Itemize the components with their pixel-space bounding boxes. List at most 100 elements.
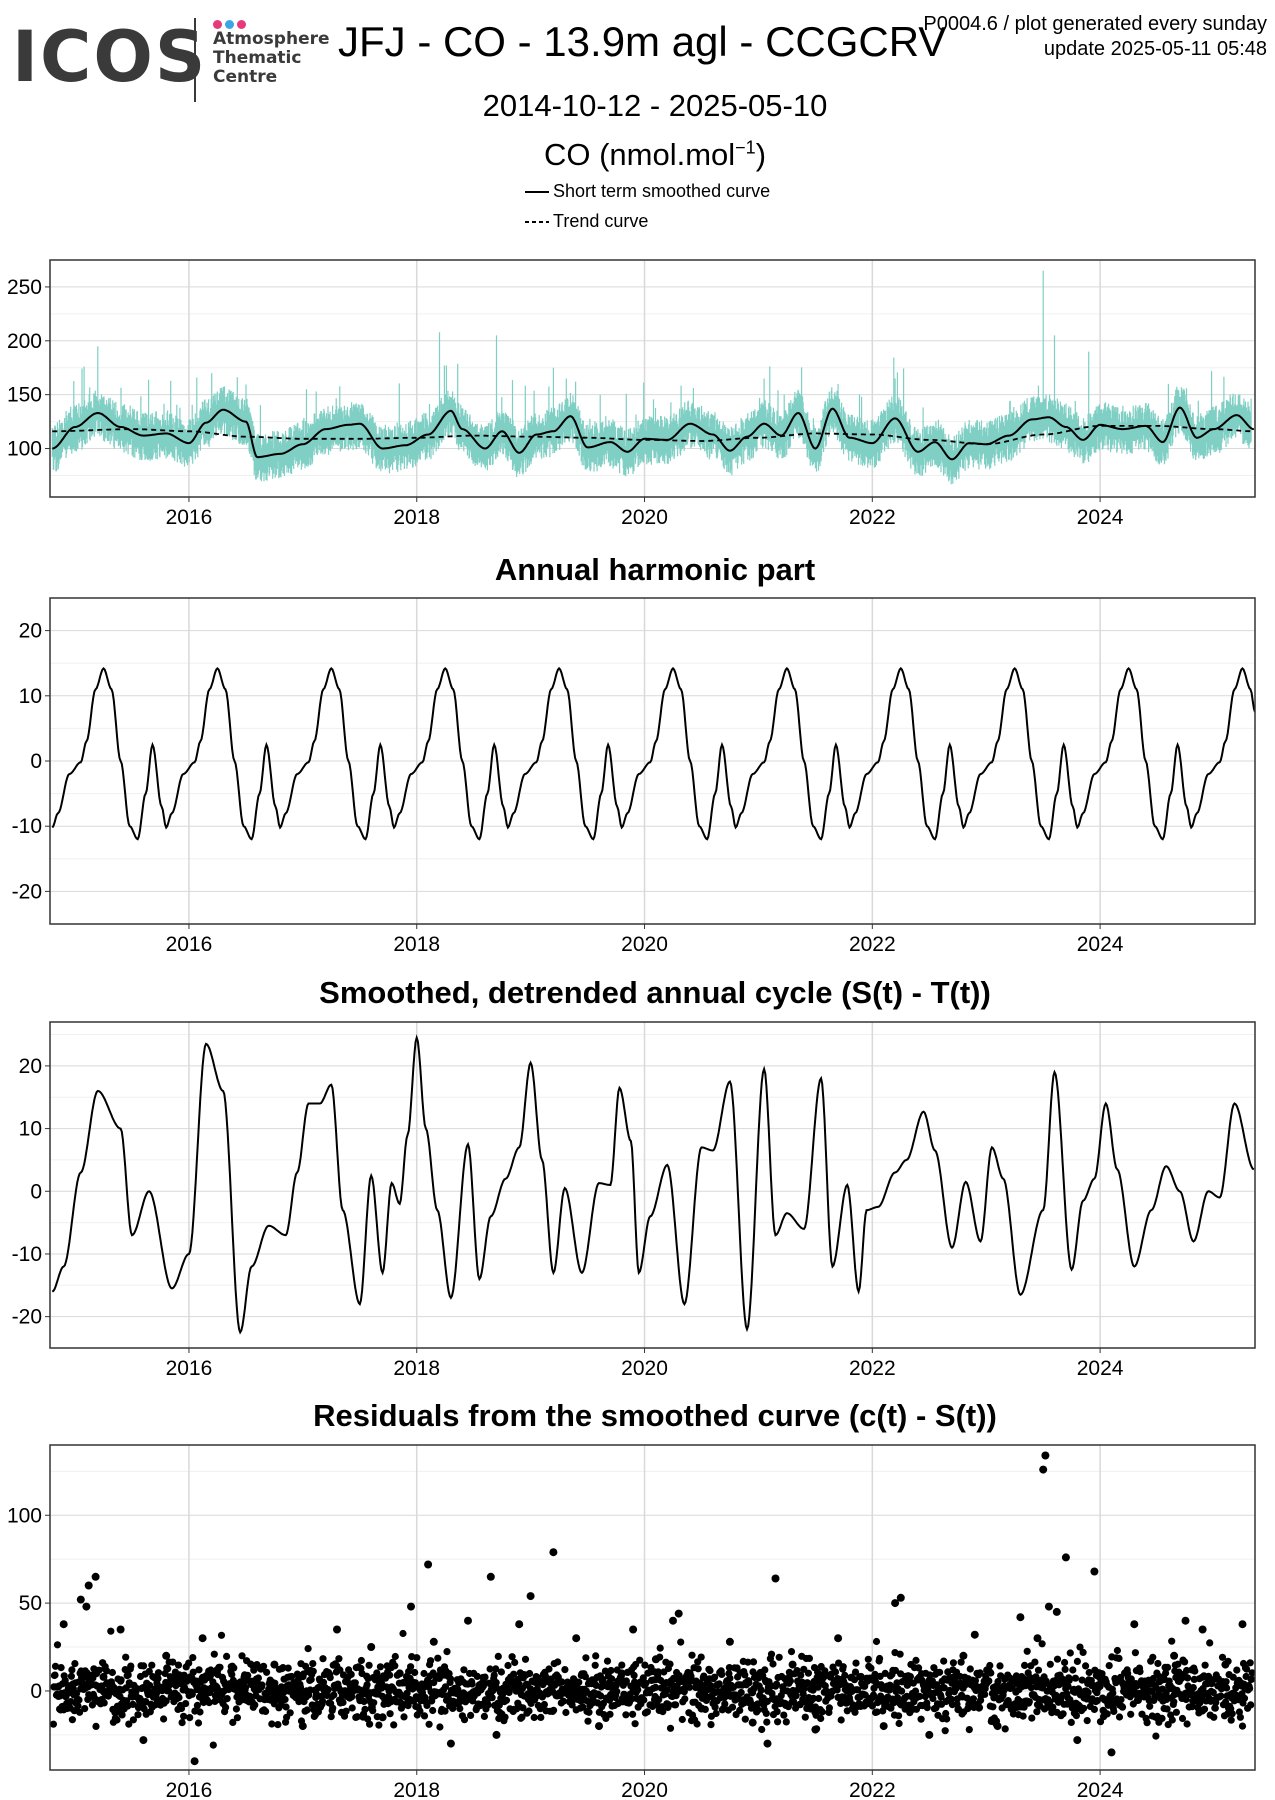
residual-point (100, 1699, 108, 1707)
residual-point (895, 1712, 903, 1720)
residual-point (335, 1655, 343, 1663)
residual-point (736, 1706, 744, 1714)
residual-point (263, 1668, 271, 1676)
residual-point (754, 1706, 762, 1714)
residual-point (140, 1662, 148, 1670)
residual-point (178, 1719, 186, 1727)
residual-point (554, 1658, 562, 1666)
residual-point (347, 1670, 355, 1678)
residual-outlier (970, 1630, 979, 1639)
residual-point (809, 1694, 818, 1702)
residual-point (854, 1686, 862, 1694)
residual-outlier (1033, 1634, 1042, 1643)
residual-point (303, 1706, 311, 1714)
residual-point (258, 1681, 266, 1689)
residual-point (561, 1666, 569, 1674)
residual-point (876, 1654, 884, 1663)
residual-point (53, 1641, 62, 1649)
residual-point (1228, 1710, 1236, 1718)
meta-line-2: update 2025-05-11 05:48 (1043, 38, 1267, 60)
residual-point (754, 1700, 762, 1708)
residual-point (71, 1660, 79, 1668)
residual-point (1191, 1667, 1199, 1675)
residual-point (606, 1710, 614, 1718)
residual-point (893, 1694, 902, 1702)
detrended-frame (49, 1021, 1256, 1349)
harmonic-panel-title: Annual harmonic part (494, 552, 816, 587)
residual-point (319, 1655, 327, 1663)
residual-point (1021, 1661, 1029, 1669)
x-tick-label: 2016 (166, 933, 213, 956)
residual-point (762, 1709, 770, 1717)
residual-point (154, 1669, 163, 1677)
residual-point (994, 1678, 1002, 1686)
legend-dashed-line-icon (525, 220, 549, 223)
residual-point (966, 1665, 974, 1673)
x-tick-label: 2018 (393, 1779, 440, 1800)
residual-point (640, 1696, 648, 1704)
short-term-smoothed-curve (52, 406, 1254, 461)
x-tick-label: 2022 (849, 933, 896, 956)
page-title: JFJ - CO - 13.9m agl - CCGCRV (338, 18, 947, 65)
residual-point (148, 1661, 156, 1669)
residual-point (718, 1670, 726, 1678)
y-tick-label: 20 (19, 620, 42, 643)
residual-point (923, 1704, 931, 1712)
residual-point (118, 1711, 126, 1719)
residual-point (786, 1677, 795, 1685)
residual-point (818, 1708, 826, 1716)
harmonic-panel: -20 -10 0 10 20 2016 2018 2020 2022 2024 (12, 597, 1256, 956)
residual-point (497, 1668, 505, 1676)
residual-outlier (763, 1739, 772, 1748)
residual-outlier (1130, 1620, 1139, 1629)
y-tick-label: -10 (12, 1243, 42, 1266)
residual-point (1201, 1661, 1209, 1669)
residual-point (488, 1694, 496, 1702)
residual-outlier (429, 1637, 438, 1646)
residual-point (369, 1707, 377, 1715)
residual-point (981, 1690, 989, 1698)
residual-point (193, 1701, 201, 1709)
residual-point (1083, 1717, 1091, 1725)
residual-point (1211, 1704, 1219, 1712)
residual-point (654, 1668, 662, 1676)
residual-outlier (1181, 1616, 1190, 1625)
detrended-panel: -20 -10 0 10 20 2016 2018 2020 2022 2024 (12, 1021, 1256, 1380)
residual-outlier (572, 1634, 581, 1643)
residual-point (386, 1671, 394, 1679)
residual-point (525, 1707, 533, 1715)
residual-point (232, 1705, 240, 1713)
residual-point (467, 1711, 475, 1719)
icos-logo: ICOS Atmosphere Thematic Centre (12, 12, 330, 107)
residual-point (174, 1661, 183, 1669)
residual-point (537, 1713, 545, 1721)
residual-point (685, 1683, 694, 1691)
residual-point (976, 1669, 984, 1677)
residual-point (501, 1713, 509, 1721)
residual-point (1103, 1710, 1111, 1718)
residual-point (504, 1661, 512, 1670)
residual-point (425, 1720, 433, 1728)
residual-point (706, 1681, 715, 1690)
residual-point (521, 1655, 530, 1663)
residual-point (339, 1698, 347, 1706)
residual-point (182, 1700, 190, 1708)
detrended-curve (51, 1034, 1255, 1335)
residual-point (196, 1708, 204, 1716)
residual-point (1188, 1703, 1196, 1711)
residual-point (1248, 1669, 1255, 1677)
residual-point (286, 1709, 294, 1717)
residual-point (1078, 1676, 1086, 1684)
residual-point (366, 1720, 374, 1728)
logo-dot (225, 20, 234, 29)
residual-outlier (298, 1722, 307, 1731)
residual-point (780, 1711, 788, 1719)
residual-point (1059, 1710, 1067, 1718)
residual-point (761, 1666, 769, 1674)
meta-line-1: P0004.6 / plot generated every sunday (923, 13, 1267, 35)
residual-point (164, 1665, 172, 1673)
y-tick-label: 250 (7, 276, 42, 299)
residual-point (1168, 1716, 1176, 1724)
logo-dot (213, 20, 222, 29)
